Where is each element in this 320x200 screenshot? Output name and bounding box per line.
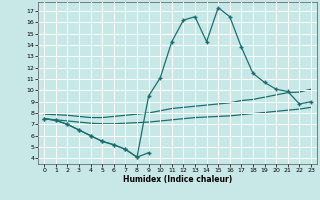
X-axis label: Humidex (Indice chaleur): Humidex (Indice chaleur): [123, 175, 232, 184]
